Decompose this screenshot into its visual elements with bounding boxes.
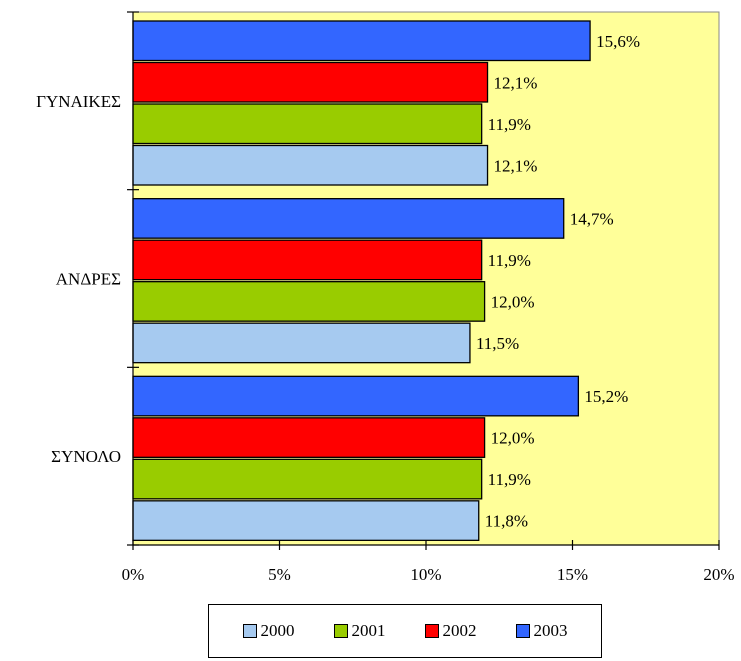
category-label-1: ΑΝΔΡΕΣ [56, 270, 121, 289]
legend-swatch-2003 [515, 624, 530, 638]
bar-2002-2 [132, 417, 486, 458]
x-tick-label-1: 5% [268, 565, 291, 584]
bar-2003-0 [132, 20, 591, 62]
bar-2001-0 [132, 103, 483, 145]
category-label-2: ΣΥΝΟΛΟ [51, 447, 121, 466]
bar-2000-2 [132, 500, 480, 541]
data-label-2002-0: 12,1% [494, 73, 538, 92]
data-labels-group: 12,1% 11,9% 12,1% 15,6% 11,5% 12,0% 11,9% 14,7%… [476, 32, 640, 531]
x-tick-label-4: 20% [703, 565, 734, 584]
data-label-2003-2: 15,2% [584, 387, 628, 406]
data-label-2000-2: 11,8% [485, 512, 528, 531]
bar-2000-1 [132, 322, 471, 364]
bar-2003-1 [132, 198, 565, 239]
data-label-2002-2: 12,0% [491, 429, 535, 448]
legend-item-2003: 2003 [515, 621, 568, 641]
legend-swatch-2002 [424, 624, 439, 638]
legend-swatch-2000 [242, 624, 257, 638]
data-label-2000-0: 12,1% [494, 156, 538, 175]
legend-swatch-2001 [333, 624, 348, 638]
data-label-2000-1: 11,5% [476, 334, 519, 353]
data-label-2003-0: 15,6% [596, 32, 640, 51]
x-tick-label-3: 15% [557, 565, 588, 584]
x-tick-label-2: 10% [410, 565, 441, 584]
legend-item-2002: 2002 [424, 621, 477, 641]
bars-group [132, 20, 591, 541]
legend-label-2000: 2000 [260, 621, 295, 640]
legend-item-2001: 2001 [333, 621, 386, 641]
bar-2002-1 [132, 239, 483, 281]
legend-label-2003: 2003 [533, 621, 568, 640]
legend-label-2001: 2001 [351, 621, 386, 640]
bar-2001-1 [132, 281, 486, 322]
bar-2000-0 [132, 144, 489, 186]
data-label-2001-0: 11,9% [488, 115, 531, 134]
x-tick-label-0: 0% [122, 565, 145, 584]
data-label-2002-1: 11,9% [488, 251, 531, 270]
axes-group: ΓΥΝΑΙΚΕΣ ΑΝΔΡΕΣ ΣΥΝΟΛΟ 0% 5% 10% 15% 20% [36, 11, 735, 584]
bar-2002-0 [132, 61, 489, 103]
legend-item-2000: 2000 [242, 621, 295, 641]
data-label-2001-1: 12,0% [491, 292, 535, 311]
category-label-0: ΓΥΝΑΙΚΕΣ [36, 92, 121, 111]
data-label-2003-1: 14,7% [570, 209, 614, 228]
legend-label-2002: 2002 [442, 621, 477, 640]
bar-2001-2 [132, 458, 483, 500]
bar-2003-2 [132, 375, 580, 417]
legend: 2000 2001 2002 2003 [208, 604, 602, 658]
data-label-2001-2: 11,9% [488, 470, 531, 489]
